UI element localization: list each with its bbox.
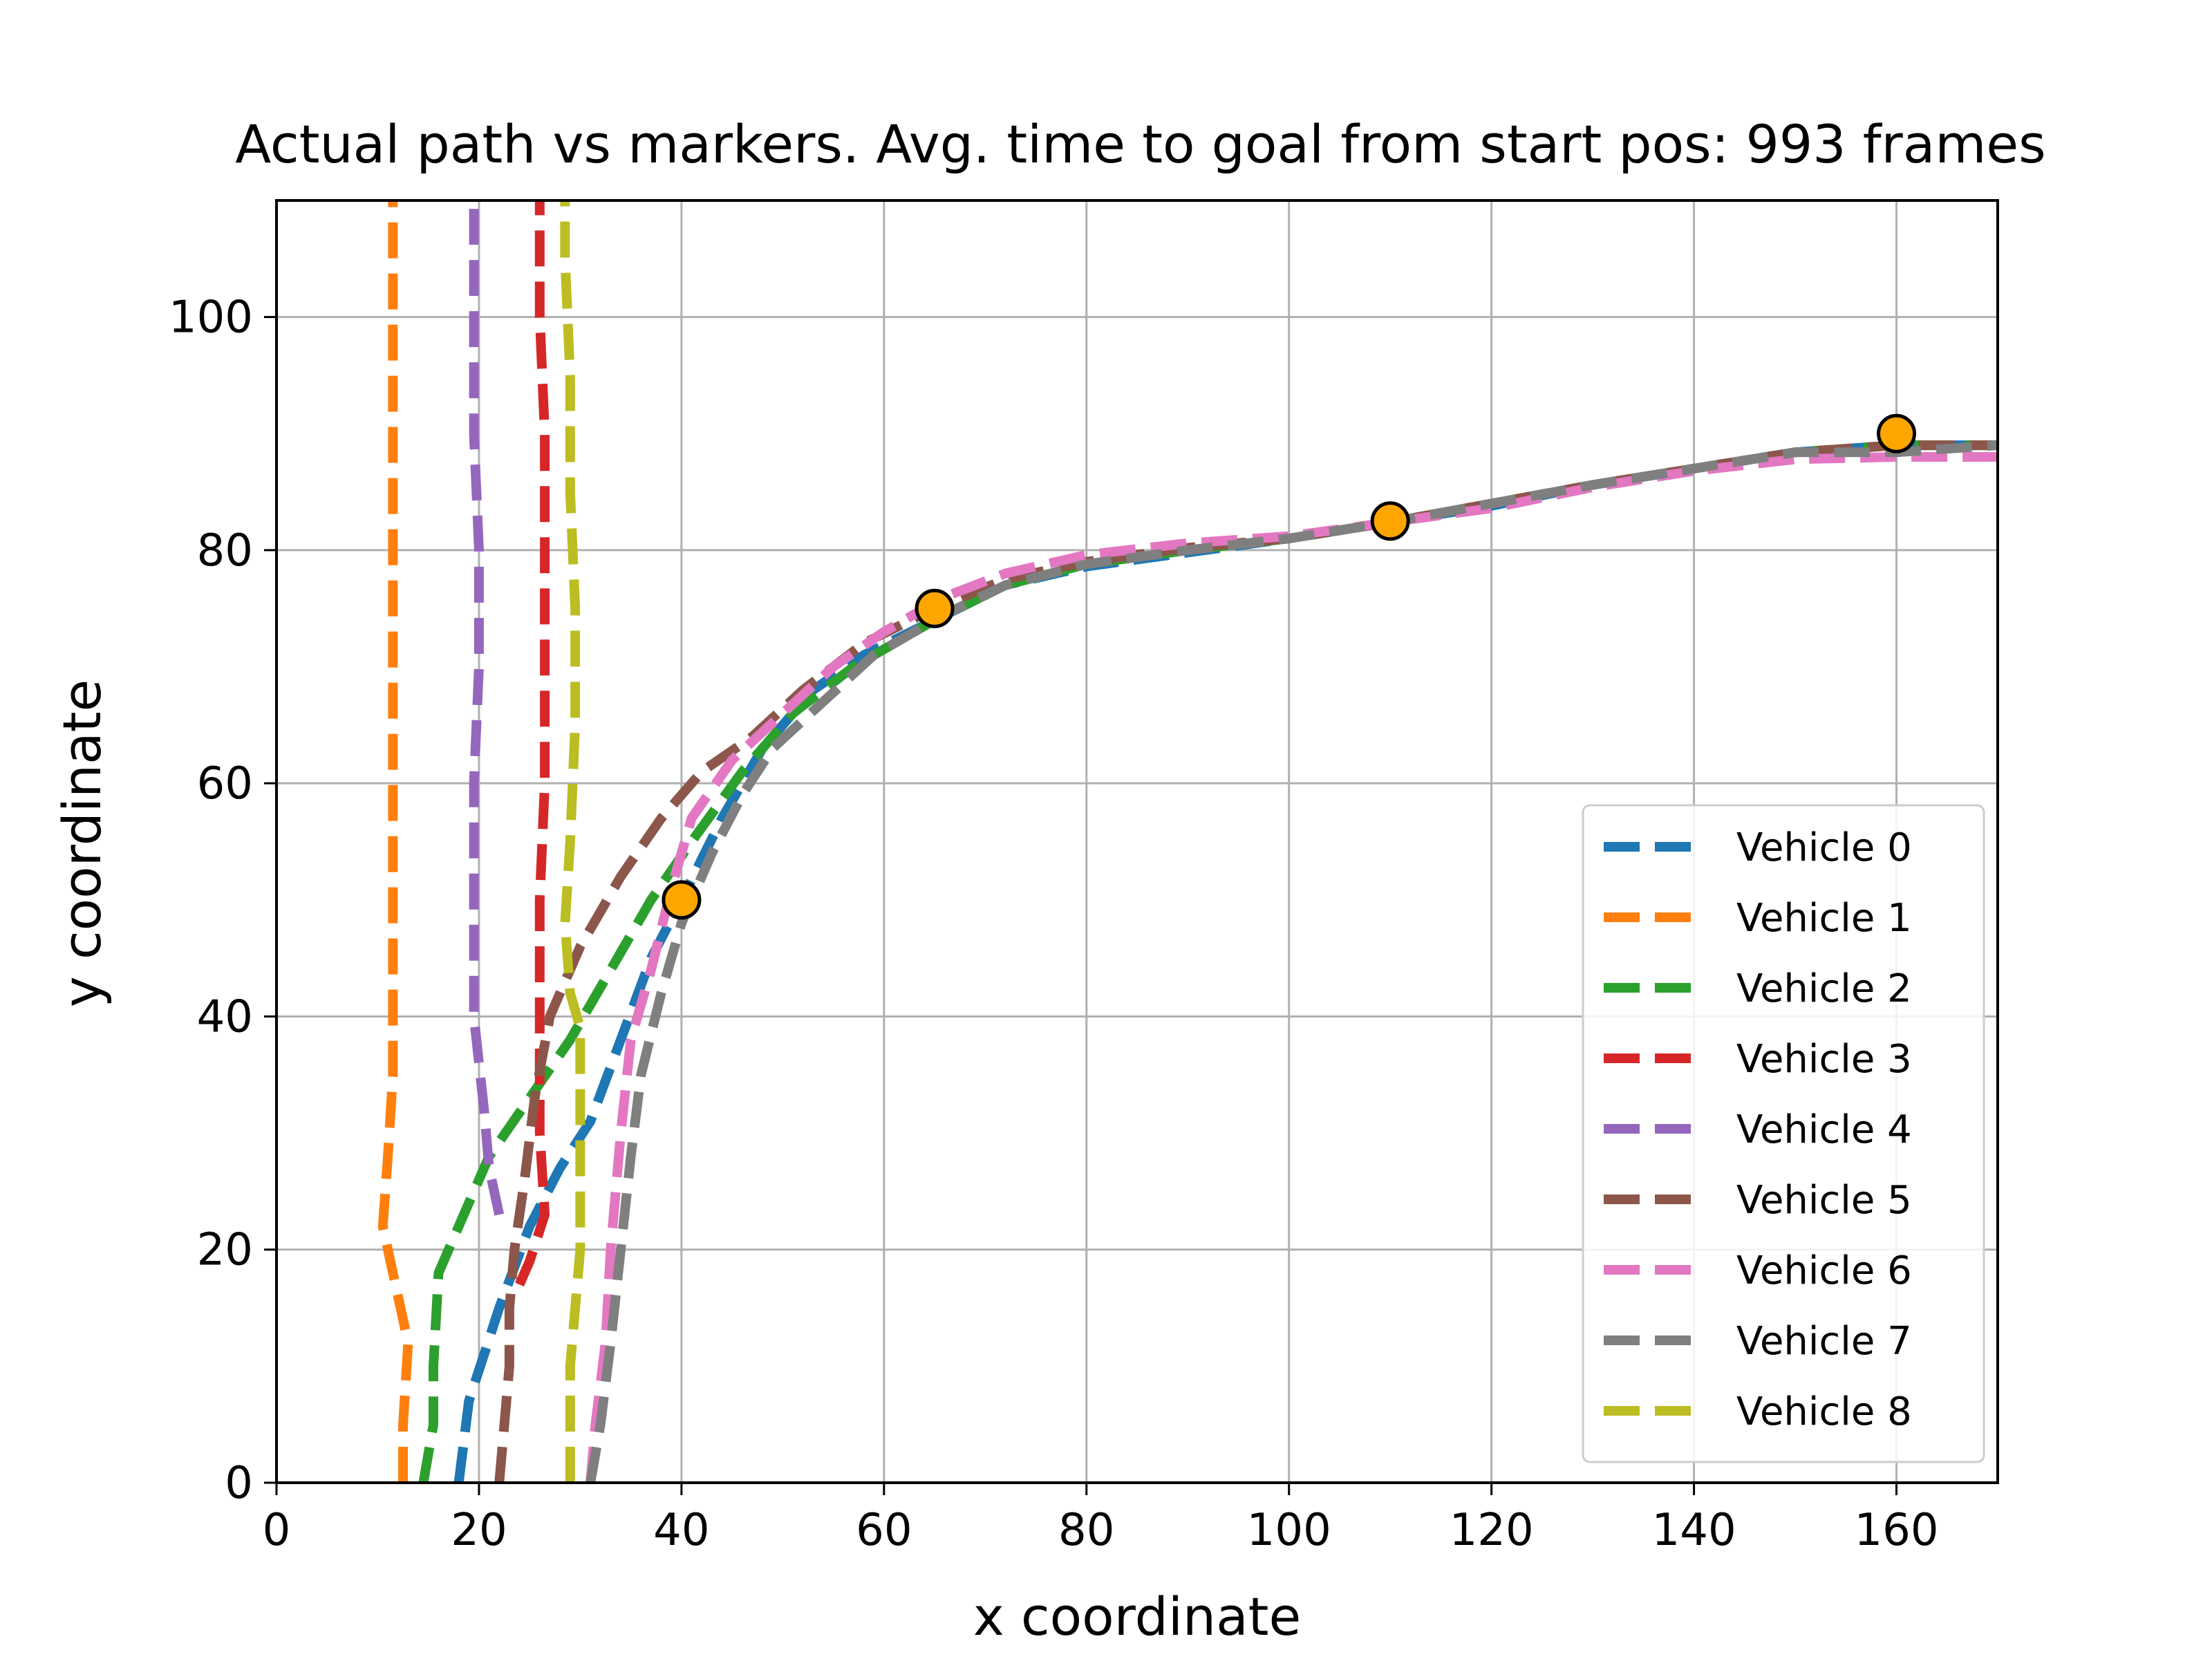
axis-ticks: 0 20 40 60 80 100 120 140 160 0 20 40 60 80 100: [169, 292, 1939, 1556]
y-tick-label: 40: [197, 991, 253, 1042]
x-tick-label: 0: [263, 1505, 291, 1556]
series-line-vehicle-6: [585, 452, 1998, 1483]
legend: Vehicle 0 Vehicle 1 Vehicle 2 Vehicle 3 Vehi…: [1582, 804, 1985, 1463]
x-tick-label: 60: [856, 1505, 912, 1556]
x-tick-label: 80: [1058, 1505, 1114, 1556]
x-tick-label: 140: [1652, 1505, 1736, 1556]
goal-marker-point: [1877, 413, 1917, 453]
goal-marker-point: [915, 588, 955, 628]
legend-label-vehicle-5: Vehicle 5: [1736, 1178, 1912, 1223]
x-tick-label: 100: [1247, 1505, 1331, 1556]
series-lines: [377, 200, 1998, 1483]
legend-label-vehicle-7: Vehicle 7: [1736, 1319, 1912, 1364]
legend-label-vehicle-6: Vehicle 6: [1736, 1248, 1912, 1293]
goal-markers: [662, 413, 1917, 920]
x-tick-label: 160: [1854, 1505, 1938, 1556]
y-axis-label: y coordinate: [51, 679, 113, 1007]
y-tick-label: 80: [197, 525, 253, 577]
x-axis-label: x coordinate: [973, 1586, 1301, 1647]
goal-marker-point: [662, 880, 702, 920]
x-tick-label: 120: [1450, 1505, 1534, 1556]
plot-frame: [275, 199, 1999, 1484]
legend-box: [1582, 804, 1985, 1463]
y-tick-label: 20: [197, 1225, 253, 1276]
goal-marker-point: [1370, 501, 1410, 541]
series-line-vehicle-4: [469, 200, 505, 1216]
y-tick-label: 100: [169, 292, 253, 344]
y-tick-label: 60: [197, 758, 253, 809]
chart-title: Actual path vs markers. Avg. time to goa…: [235, 113, 2045, 175]
legend-label-vehicle-1: Vehicle 1: [1736, 896, 1912, 941]
x-tick-label: 40: [653, 1505, 709, 1556]
series-line-vehicle-3: [515, 200, 550, 1287]
y-tick-label: 0: [225, 1458, 253, 1509]
legend-label-vehicle-0: Vehicle 0: [1736, 825, 1912, 870]
legend-label-vehicle-2: Vehicle 2: [1736, 966, 1912, 1011]
x-tick-label: 20: [451, 1505, 507, 1556]
series-line-vehicle-8: [560, 200, 585, 1483]
legend-label-vehicle-4: Vehicle 4: [1736, 1107, 1912, 1152]
series-line-vehicle-7: [585, 440, 1998, 1483]
series-line-vehicle-1: [377, 200, 413, 1483]
legend-label-vehicle-8: Vehicle 8: [1736, 1389, 1912, 1434]
legend-label-vehicle-3: Vehicle 3: [1736, 1037, 1912, 1082]
